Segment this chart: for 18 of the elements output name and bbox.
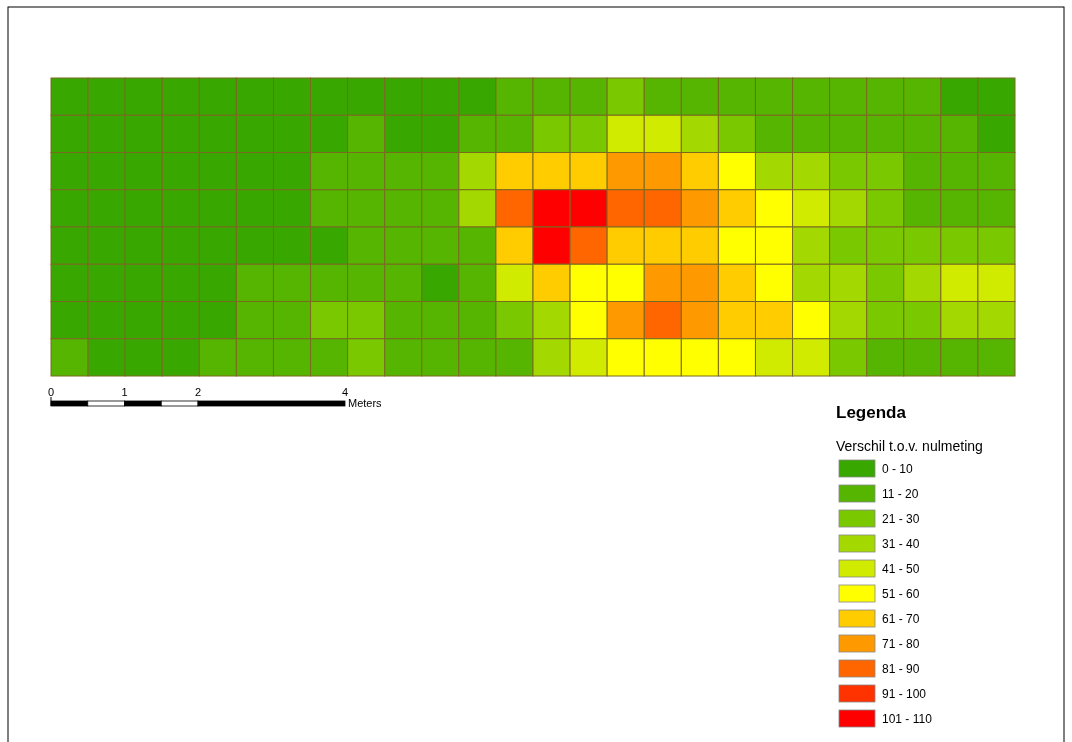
text: Meters — [348, 397, 383, 409]
color-bar-label: 41 - 50 — [882, 562, 920, 576]
color-bar-label: 51 - 60 — [882, 587, 920, 601]
text: 0 — [47, 386, 55, 398]
color-bar-label: 31 - 40 — [882, 537, 920, 551]
text: 2 — [194, 386, 202, 398]
color-bar-label: 81 - 90 — [882, 662, 920, 676]
color-bar-label: 71 - 80 — [882, 637, 920, 651]
legend-title: Verschil t.o.v. nulmeting — [836, 438, 983, 454]
color-bar-label: 0 - 10 — [882, 462, 914, 476]
text: 1 — [121, 386, 128, 398]
color-bar-label: 101 - 110 — [882, 712, 933, 726]
color-bar-label: 61 - 70 — [882, 612, 920, 626]
color-bar-label: 11 - 20 — [882, 487, 919, 501]
color-bar-label: 21 - 30 — [882, 512, 920, 526]
color-bar-label: 91 - 100 — [882, 687, 927, 701]
text: 4 — [341, 386, 349, 398]
text: Legenda — [836, 403, 907, 422]
